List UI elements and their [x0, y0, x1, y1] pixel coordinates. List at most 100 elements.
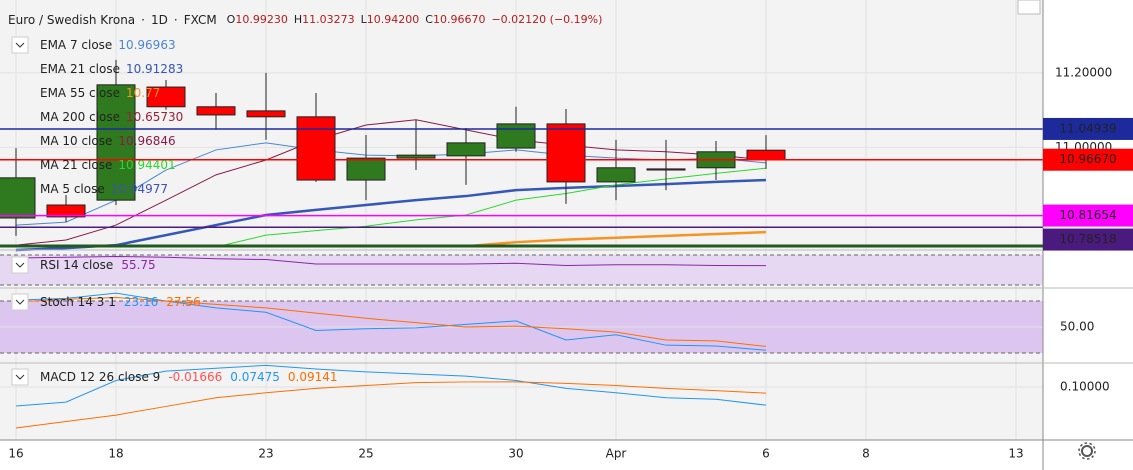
indicator-line: [15, 364, 767, 407]
collapse-button[interactable]: [11, 293, 29, 311]
collapse-arrow: [15, 262, 25, 268]
x-tick-label: 18: [108, 447, 123, 461]
indicator-line: [15, 381, 767, 429]
collapse-button[interactable]: [11, 36, 29, 54]
settings-button[interactable]: [1078, 442, 1096, 460]
legend-entry: RSI 14 close 55.75: [40, 258, 156, 272]
candle-body: [146, 86, 186, 108]
candle-body: [646, 168, 686, 171]
legend-value: 10.94401: [118, 158, 175, 172]
indicator-line: [15, 255, 767, 267]
gear-teeth: [1078, 442, 1096, 460]
indicator-band: [0, 254, 1043, 285]
price-label: 10.96670: [1059, 152, 1116, 166]
legend-value: 10.77: [126, 86, 160, 100]
candle-body: [346, 157, 386, 181]
candle-body: [396, 154, 436, 159]
legend-value: 10.96846: [118, 134, 175, 148]
legend-entry: MA 21 close 10.94401: [40, 158, 176, 172]
candle-body: [546, 123, 586, 183]
indicator-line: [15, 178, 767, 252]
y-tick-label: 0.10000: [1060, 379, 1110, 393]
separator: ·: [141, 13, 145, 27]
x-tick-label: 16: [8, 447, 23, 461]
legend-name: MA 10 close: [40, 134, 112, 148]
legend-value: 0.07475: [230, 370, 280, 384]
legend-value: 23.16: [124, 295, 158, 309]
maximize-button[interactable]: [1017, 0, 1041, 15]
x-tick-label: 23: [258, 447, 273, 461]
collapse-arrow: [15, 42, 25, 48]
legend-name: EMA 7 close: [40, 38, 112, 52]
quote-value: 11.03273: [302, 13, 355, 26]
indicator-line: [15, 292, 767, 351]
x-tick-label: 6: [762, 447, 770, 461]
collapse-button[interactable]: [11, 256, 29, 274]
x-tick-label: 25: [358, 447, 373, 461]
candle-body: [746, 149, 786, 161]
separator: ·: [174, 13, 178, 27]
price-label: 11.04939: [1059, 121, 1116, 135]
quote-label: O: [227, 13, 236, 26]
legend-entry: MA 5 close 10.94977: [40, 182, 168, 196]
y-tick-label: 50.00: [1060, 319, 1094, 333]
x-tick-label: Apr: [606, 447, 627, 461]
source: FXCM: [184, 13, 217, 27]
quote-label: H: [294, 13, 302, 26]
price-label: 10.78518: [1059, 232, 1116, 246]
price-label-box: [1043, 117, 1133, 140]
legend-name: RSI 14 close: [40, 258, 113, 272]
indicator-line: [465, 230, 767, 248]
collapse-arrow: [15, 299, 25, 305]
legend-name: MA 5 close: [40, 182, 105, 196]
candle-body: [46, 204, 86, 218]
legend-value: 10.94977: [111, 182, 168, 196]
candle-body: [0, 177, 36, 219]
candle-body: [246, 110, 286, 118]
collapse-button[interactable]: [11, 368, 29, 386]
candle-body: [446, 142, 486, 157]
legend-name: MA 21 close: [40, 158, 112, 172]
legend-name: MA 200 close: [40, 110, 120, 124]
candle-body: [96, 84, 136, 201]
indicator-line: [15, 119, 767, 246]
legend-value: 27.56: [166, 295, 200, 309]
indicator-line: [215, 167, 767, 248]
legend-value: -0.01666: [168, 370, 222, 384]
legend-value: 10.96963: [118, 38, 175, 52]
chart-header: Euro / Swedish Krona · 1D · FXCM O10.99230 H11…: [8, 13, 602, 27]
quote-label: L: [361, 13, 368, 26]
legend-name: MACD 12 26 close 9: [40, 370, 160, 384]
indicator-line: [15, 296, 767, 347]
x-tick-label: 30: [508, 447, 523, 461]
legend-name: EMA 55 close: [40, 86, 120, 100]
legend-value: 0.09141: [288, 370, 338, 384]
x-tick-label: 8: [862, 447, 870, 461]
legend-value: 10.91283: [126, 62, 183, 76]
y-tick-label: 11.20000: [1055, 65, 1112, 79]
legend-entry: EMA 55 close 10.77: [40, 86, 160, 100]
quote-label: C: [425, 13, 433, 26]
quote-value: 10.99230: [235, 13, 288, 26]
candle-body: [196, 106, 236, 116]
x-tick-label: 13: [1008, 447, 1023, 461]
quote-value: 10.96670: [433, 13, 486, 26]
quote-value: 10.94200: [367, 13, 420, 26]
legend-value: 10.65730: [126, 110, 183, 124]
legend-name: EMA 21 close: [40, 62, 120, 76]
candle-body: [496, 123, 536, 149]
price-label: 10.81654: [1059, 208, 1116, 222]
legend-entry: MA 10 close 10.96846: [40, 134, 176, 148]
interval: 1D: [151, 13, 168, 27]
price-label-box: [1043, 204, 1133, 227]
gear-icon: [1081, 445, 1093, 457]
legend-entry: Stoch 14 3 1 23.16 27.56: [40, 295, 201, 309]
legend-entry: MACD 12 26 close 9 -0.01666 0.07475 0.09141: [40, 370, 338, 384]
candle-body: [296, 116, 336, 181]
legend-value: 55.75: [121, 258, 155, 272]
price-label-box: [1043, 148, 1133, 171]
legend-name: Stoch 14 3 1: [40, 295, 116, 309]
collapse-arrow: [15, 374, 25, 380]
legend-entry: EMA 7 close 10.96963: [40, 38, 176, 52]
